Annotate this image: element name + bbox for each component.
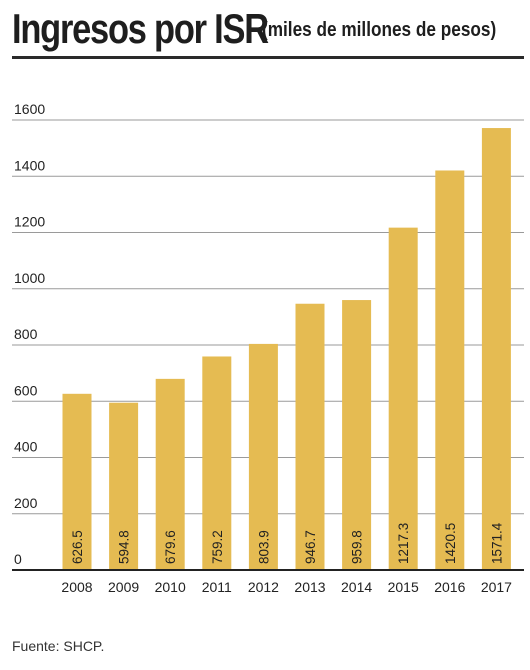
bar-value-label: 803.9 xyxy=(256,530,271,564)
x-tick-label: 2012 xyxy=(248,579,279,595)
x-tick-label: 2017 xyxy=(481,579,512,595)
bar xyxy=(342,300,372,570)
y-tick-label: 400 xyxy=(14,439,38,455)
bar xyxy=(435,170,465,570)
x-tick-label: 2011 xyxy=(202,579,232,595)
bar xyxy=(295,303,325,570)
bar-value-label: 946.7 xyxy=(303,530,318,564)
x-tick-label: 2008 xyxy=(61,579,92,595)
bar xyxy=(109,402,139,570)
y-tick-label: 0 xyxy=(14,551,22,567)
bar xyxy=(155,378,185,570)
bar-value-label: 1217.3 xyxy=(396,523,411,564)
y-tick-label: 1000 xyxy=(14,270,45,286)
x-tick-label: 2015 xyxy=(388,579,419,595)
x-tick-label: 2014 xyxy=(341,579,372,595)
bar-value-label: 626.5 xyxy=(70,530,85,564)
bar xyxy=(481,128,511,570)
bar xyxy=(388,227,418,570)
bar-value-label: 1571.4 xyxy=(489,522,504,564)
chart-title: Ingresos por ISR xyxy=(12,4,522,54)
bar-value-label: 1420.5 xyxy=(443,523,458,564)
y-tick-label: 800 xyxy=(14,326,38,342)
source-note: Fuente: SHCP. xyxy=(12,638,105,654)
bar-value-label: 594.8 xyxy=(117,530,132,564)
y-tick-label: 200 xyxy=(14,495,38,511)
bar-value-label: 959.8 xyxy=(350,530,365,564)
bar-value-label: 759.2 xyxy=(210,530,225,564)
x-tick-label: 2010 xyxy=(155,579,186,595)
y-tick-label: 1400 xyxy=(14,157,45,173)
bar xyxy=(62,393,92,570)
y-tick-label: 1200 xyxy=(14,214,45,230)
chart-subtitle: (miles de millones de pesos) xyxy=(262,19,497,41)
bar xyxy=(202,356,232,570)
x-tick-label: 2013 xyxy=(294,579,325,595)
chart-title-main: Ingresos por ISR xyxy=(12,5,269,52)
bar xyxy=(248,343,278,570)
title-divider xyxy=(12,56,524,59)
y-tick-label: 1600 xyxy=(14,101,45,117)
bar-value-label: 679.6 xyxy=(163,530,178,564)
x-tick-label: 2009 xyxy=(108,579,139,595)
x-tick-label: 2016 xyxy=(434,579,465,595)
y-tick-label: 600 xyxy=(14,382,38,398)
bar-chart: 0 200 400 600 800 1000 1200 1400 1600 626.5 2008 59… xyxy=(12,101,524,595)
